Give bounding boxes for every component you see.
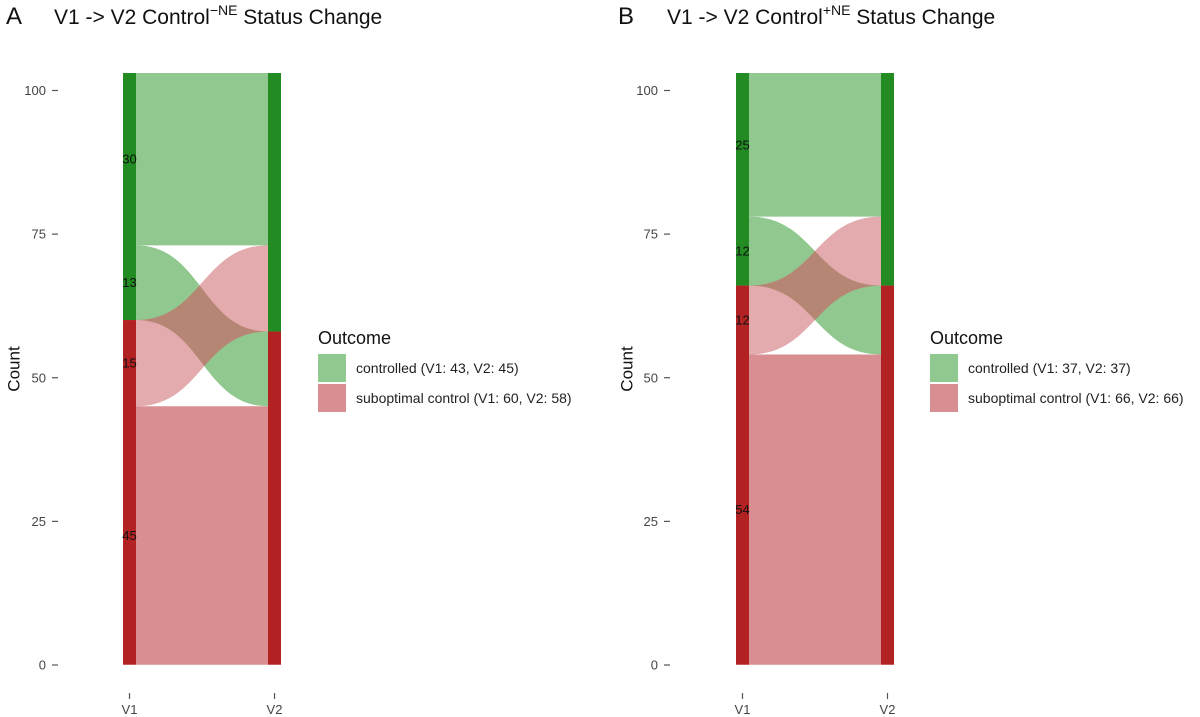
panela-stratum-v1-suboptimal (123, 320, 136, 665)
panela-title: V1 -> V2 Control−NE Status Change (54, 2, 382, 29)
panelb-flow-label: 12 (735, 244, 749, 259)
panela-flow-suboptimal-to-suboptimal (136, 406, 268, 665)
panelb-legend-swatch-suboptimal (930, 384, 958, 412)
panelb-stratum-v1-controlled (736, 73, 749, 286)
panelb-stratum-v2-suboptimal (881, 285, 894, 665)
panelb-title: V1 -> V2 Control+NE Status Change (667, 2, 995, 29)
panela-ytick-label: 75 (32, 227, 46, 242)
panelb-flow-suboptimal-to-controlled (749, 216, 881, 355)
panela-ytick-label: 0 (39, 658, 46, 673)
panelb-flow-controlled-to-controlled (749, 73, 881, 217)
panela-title-sup: −NE (210, 2, 238, 18)
panela-panel: A V1 -> V2 Control−NE Status Change 0 25 50 7… (4, 2, 571, 717)
panelb-xtick-label-v2: V2 (880, 702, 896, 717)
panela-flow-label: 30 (122, 152, 136, 167)
panela-title-tail: Status Change (237, 6, 382, 29)
panelb-letter: B (618, 3, 634, 30)
panelb-title-main: V1 -> V2 Control (667, 6, 823, 29)
panela-flow-suboptimal-to-controlled (136, 245, 268, 407)
panelb-title-sup: +NE (823, 2, 851, 18)
panela-ytick-label: 25 (32, 514, 46, 529)
panela-legend-title: Outcome (318, 328, 391, 348)
panelb-xtick-label-v1: V1 (735, 702, 751, 717)
panelb-stratum-v2-controlled (881, 73, 894, 286)
panela-ytick-label: 100 (24, 83, 46, 98)
panela-stratum-v1-controlled (123, 73, 136, 321)
panela-flow-label: 13 (122, 275, 136, 290)
panelb-legend-label-controlled: controlled (V1: 37, V2: 37) (968, 360, 1131, 376)
panela-title-main: V1 -> V2 Control (54, 6, 210, 29)
panela-stratum-v2-suboptimal (268, 331, 281, 665)
panela-flow-label: 45 (122, 528, 136, 543)
panelb-title-tail: Status Change (850, 6, 995, 29)
panelb-legend-swatch-controlled (930, 354, 958, 382)
panelb-legend-label-suboptimal: suboptimal control (V1: 66, V2: 66) (968, 390, 1184, 406)
panelb-panel: B V1 -> V2 Control+NE Status Change 0 25 50 7… (617, 2, 1183, 717)
panelb-ytick-label: 50 (644, 370, 658, 385)
panela-ylabel: Count (4, 346, 23, 392)
panelb-ytick-label: 0 (651, 658, 658, 673)
panela-legend-label-suboptimal: suboptimal control (V1: 60, V2: 58) (356, 390, 572, 406)
panelb-ytick-label: 25 (644, 514, 658, 529)
panelb-ytick-label: 100 (636, 83, 658, 98)
panelb-ytick-label: 75 (644, 227, 658, 242)
panela-flow-label: 15 (122, 356, 136, 371)
panela-flow-controlled-to-controlled (136, 73, 268, 246)
panela-legend-swatch-controlled (318, 354, 346, 382)
panelb-flow-label: 12 (735, 313, 749, 328)
panelb-stratum-v1-suboptimal (736, 285, 749, 665)
panela-legend-swatch-suboptimal (318, 384, 346, 412)
panela-letter: A (6, 3, 22, 30)
panela-stratum-v2-controlled (268, 73, 281, 332)
panela-xtick-label-v2: V2 (267, 702, 283, 717)
panelb-flow-label: 54 (735, 502, 749, 517)
panela-xtick-label-v1: V1 (122, 702, 138, 717)
panelb-legend-title: Outcome (930, 328, 1003, 348)
panelb-flow-suboptimal-to-suboptimal (749, 354, 881, 665)
panelb-ylabel: Count (617, 346, 636, 392)
panela-ytick-label: 50 (32, 370, 46, 385)
panela-legend-label-controlled: controlled (V1: 43, V2: 45) (356, 360, 519, 376)
panelb-flow-label: 25 (735, 137, 749, 152)
